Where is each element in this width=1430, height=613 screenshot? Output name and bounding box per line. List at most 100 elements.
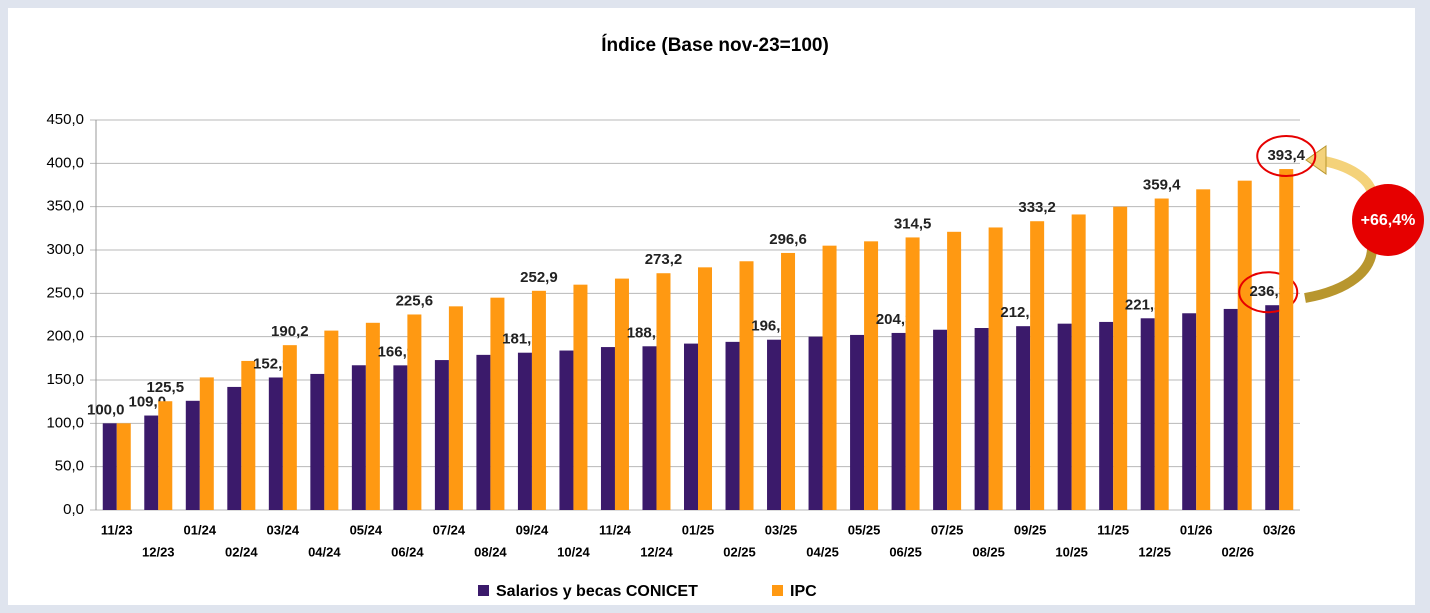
x-tick-label: 09/25 (1014, 522, 1047, 537)
x-tick-label: 01/25 (682, 522, 715, 537)
y-tick-label: 450,0 (46, 111, 84, 128)
bar (158, 401, 173, 510)
value-label: 296,6 (769, 231, 807, 248)
value-label: 190,2 (271, 323, 309, 340)
x-tick-label: 06/24 (391, 544, 424, 559)
value-label: 273,2 (645, 251, 683, 268)
bar (1154, 198, 1169, 510)
bar (933, 329, 948, 510)
y-tick-label: 100,0 (46, 414, 84, 431)
bar (448, 306, 463, 510)
bar (1071, 214, 1086, 510)
value-label: 100,0 (87, 401, 125, 418)
bar (1030, 221, 1045, 510)
bar (1057, 323, 1072, 510)
bar (1016, 326, 1031, 510)
x-tick-label: 12/23 (142, 544, 175, 559)
x-tick-label: 12/25 (1138, 544, 1171, 559)
bar (1182, 313, 1197, 510)
bar (185, 400, 200, 510)
value-label: 393,4 (1267, 147, 1305, 164)
value-label: 225,6 (396, 292, 434, 309)
legend-label: IPC (790, 583, 817, 600)
annotation: +66,4% (1361, 212, 1416, 229)
bar (1140, 318, 1155, 510)
bar (905, 237, 920, 510)
annotation-badge (1352, 184, 1424, 256)
bar (268, 377, 283, 510)
arrow-head (1305, 145, 1327, 175)
y-tick-label: 0,0 (63, 501, 84, 518)
bar (850, 334, 865, 510)
highlight-ring (1238, 271, 1299, 314)
bar (656, 273, 671, 510)
bar (698, 267, 712, 510)
x-tick-label: 07/24 (433, 522, 466, 537)
bar (1223, 308, 1238, 510)
bar (614, 278, 629, 510)
bar (365, 322, 380, 510)
value-label: 333,2 (1018, 199, 1056, 216)
value-label: 204,3 (876, 311, 914, 328)
bar (642, 346, 657, 510)
bar (891, 332, 906, 510)
value-label: 236,3 (1249, 283, 1287, 300)
bar (241, 360, 256, 510)
bar (476, 354, 491, 510)
bar (988, 227, 1003, 510)
bar (531, 290, 546, 510)
bar (947, 231, 962, 511)
value-label: 109,0 (129, 394, 167, 411)
x-tick-label: 03/25 (765, 522, 798, 537)
bar (282, 345, 297, 510)
bar (974, 328, 989, 510)
bar (822, 245, 837, 510)
x-tick-label: 12/24 (640, 544, 673, 559)
value-label: 166,9 (378, 343, 416, 360)
value-label: 188,9 (627, 324, 665, 341)
x-tick-label: 02/26 (1221, 544, 1254, 559)
x-tick-label: 09/24 (516, 522, 549, 537)
x-tick-label: 03/24 (267, 522, 300, 537)
bar (1279, 169, 1294, 510)
value-label: 314,5 (894, 215, 932, 232)
bar (434, 360, 449, 510)
x-tick-label: 02/24 (225, 544, 258, 559)
y-tick-label: 350,0 (46, 198, 84, 215)
bar (864, 241, 879, 511)
x-tick-label: 04/25 (806, 544, 839, 559)
value-label: 196,5 (751, 318, 789, 335)
legend-swatch (772, 585, 783, 596)
bar (144, 415, 159, 510)
bar (1237, 180, 1252, 510)
y-tick-label: 250,0 (46, 284, 84, 301)
legend-swatch (478, 585, 489, 596)
bar (1265, 305, 1280, 510)
bar (310, 373, 325, 510)
bar (573, 284, 588, 510)
bar (227, 386, 242, 510)
value-label: 125,5 (147, 379, 185, 396)
value-label: 252,9 (520, 269, 558, 286)
x-tick-label: 05/24 (350, 522, 383, 537)
x-tick-label: 11/24 (599, 522, 632, 537)
x-tick-label: 08/24 (474, 544, 507, 559)
bar (684, 343, 698, 510)
bar (559, 350, 574, 510)
bar (767, 339, 782, 510)
value-label: 152,9 (253, 355, 291, 372)
y-tick-label: 50,0 (55, 458, 84, 475)
bar (199, 377, 214, 510)
bar (808, 336, 823, 510)
chart-title: Índice (Base nov-23=100) (601, 34, 829, 56)
x-tick-label: 10/25 (1055, 544, 1088, 559)
y-tick-label: 300,0 (46, 241, 84, 258)
value-label: 212,1 (1000, 304, 1038, 321)
bar (1099, 321, 1114, 510)
x-tick-label: 11/25 (1097, 522, 1129, 537)
value-label: 221,2 (1125, 296, 1163, 313)
x-tick-label: 04/24 (308, 544, 341, 559)
bar (351, 365, 366, 510)
x-tick-label: 03/26 (1263, 522, 1296, 537)
